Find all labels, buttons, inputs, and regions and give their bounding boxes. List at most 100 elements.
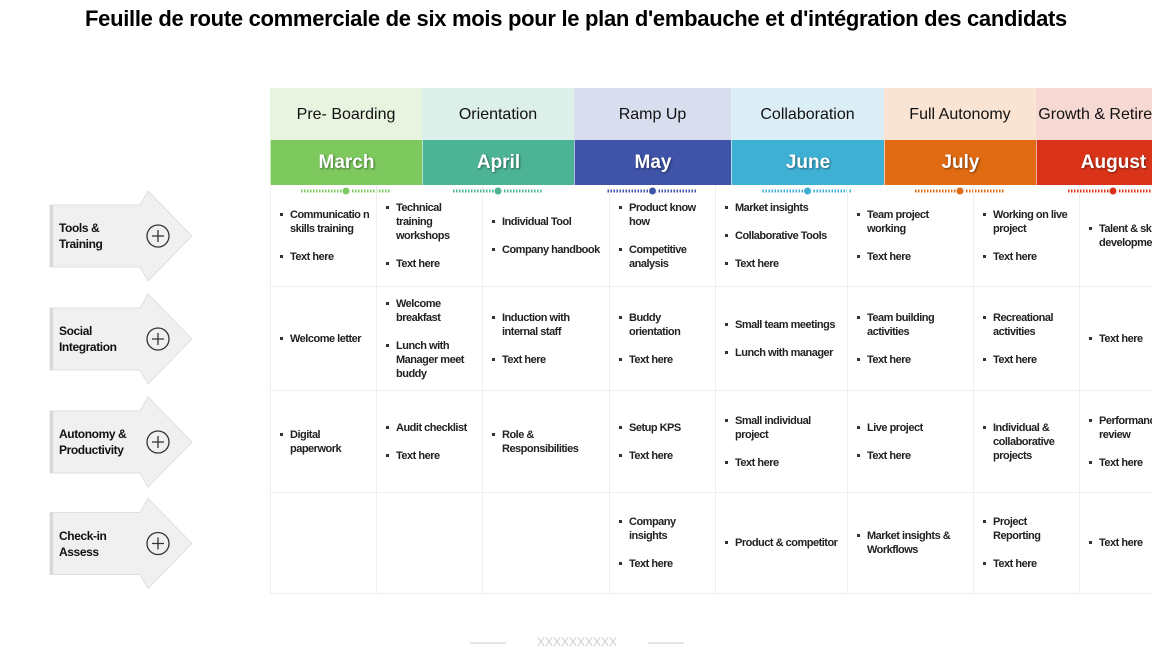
bullet-item: Project Reporting xyxy=(982,515,1073,543)
table-cell: Technical training workshops Text here xyxy=(377,185,483,287)
table-cell: Welcome breakfast Lunch with Manager meet… xyxy=(377,287,483,391)
table-cell: Buddy orientation Text here xyxy=(610,287,716,391)
bullet-item: Individual & collaborative projects xyxy=(982,421,1073,463)
bullet-item: Text here xyxy=(724,456,841,470)
table-cell: Setup KPS Text here xyxy=(610,391,716,493)
bullet-item: Team project working xyxy=(856,208,967,236)
icon xyxy=(146,327,170,351)
table-cell: Role & Responsibilities xyxy=(483,391,610,493)
bullet-item: Text here xyxy=(618,449,709,463)
title: Feuille de route commerciale de six mois… xyxy=(85,6,1067,31)
phase-name: Growth & Retirement xyxy=(1036,88,1152,140)
table-cell: Text here xyxy=(1080,493,1152,594)
table-cell xyxy=(377,493,483,594)
icon xyxy=(152,230,164,242)
phase-name: Orientation xyxy=(422,88,574,140)
table-cell: Market insights Collaborative Tools Text h… xyxy=(716,185,848,287)
bullet-item: Digital paperwork xyxy=(279,428,370,456)
bullet-item: Audit checklist xyxy=(385,421,476,435)
bullet-item: Lunch with manager xyxy=(724,346,841,360)
bullet-item: Collaborative Tools xyxy=(724,229,841,243)
bullet-item: Individual Tool xyxy=(491,215,603,229)
bullet-item: Talent & skill development xyxy=(1088,222,1152,250)
phase-month: August xyxy=(1036,140,1152,185)
row-arrow xyxy=(49,497,193,590)
bullet-item: Text here xyxy=(982,557,1073,571)
timeline-dot xyxy=(493,186,503,196)
table-cell: Market insights & Workflows xyxy=(848,493,974,594)
icon xyxy=(146,531,170,556)
bullet-item: Welcome letter xyxy=(279,332,370,346)
bullet-item: Small team meetings xyxy=(724,318,841,332)
bullet-item: Lunch with Manager meet buddy xyxy=(385,339,476,381)
timeline-dot xyxy=(341,186,351,196)
icon xyxy=(152,333,164,345)
table-cell: Team project working Text here xyxy=(848,185,974,287)
bullet-item: Small individual project xyxy=(724,414,841,442)
phase-month: July xyxy=(884,140,1036,185)
table-cell: Text here xyxy=(1080,287,1152,391)
bullet-item: Market insights xyxy=(724,201,841,215)
table-cell: Induction with internal staff Text here xyxy=(483,287,610,391)
table-cell: Small individual project Text here xyxy=(716,391,848,493)
bullet-item: Text here xyxy=(1088,456,1152,470)
bullet-item: Product know how xyxy=(618,201,709,229)
bullet-item: Live project xyxy=(856,421,967,435)
row-arrow xyxy=(49,396,193,488)
icon xyxy=(152,436,164,448)
bullet-item: Working on live project xyxy=(982,208,1073,236)
footer: XXXXXXXXXX xyxy=(536,635,618,648)
bullet-item: Communicatio n skills training xyxy=(279,208,370,236)
bullet-item: Text here xyxy=(618,353,709,367)
bullet-item: Market insights & Workflows xyxy=(856,529,967,557)
bullet-item: Text here xyxy=(724,257,841,271)
bullet-item: Text here xyxy=(1088,536,1152,550)
bullet-item: Text here xyxy=(982,250,1073,264)
table-cell: Communicatio n skills training Text here xyxy=(270,185,377,287)
icon xyxy=(152,537,164,550)
row-label: Autonomy & Productivity xyxy=(59,427,127,457)
bullet-item: Technical training workshops xyxy=(385,201,476,243)
bullet-item: Company handbook xyxy=(491,243,603,257)
bullet-item: Text here xyxy=(385,449,476,463)
phase-month: April xyxy=(422,140,574,185)
phase-name: Pre- Boarding xyxy=(270,88,422,140)
bullet-item: Team building activities xyxy=(856,311,967,339)
table-cell: Company insights Text here xyxy=(610,493,716,594)
row-label: Tools & Training xyxy=(59,221,103,251)
bullet-item: Performance review xyxy=(1088,414,1152,442)
table-cell: Project Reporting Text here xyxy=(974,493,1080,594)
bullet-item: Text here xyxy=(856,353,967,367)
bullet-item: Induction with internal staff xyxy=(491,311,603,339)
table-cell xyxy=(270,493,377,594)
table-cell: Small team meetings Lunch with manager xyxy=(716,287,848,391)
bullet-item: Buddy orientation xyxy=(618,311,709,339)
bullet-item: Text here xyxy=(1088,332,1152,346)
bullet-item: Product & competitor xyxy=(724,536,841,550)
table-cell: Audit checklist Text here xyxy=(377,391,483,493)
bullet-item: Welcome breakfast xyxy=(385,297,476,325)
table-cell: Working on live project Text here xyxy=(974,185,1080,287)
table-cell: Talent & skill development xyxy=(1080,185,1152,287)
arrow-edge xyxy=(50,205,53,267)
table-cell: Live project Text here xyxy=(848,391,974,493)
arrow-edge xyxy=(50,411,53,473)
row-arrow xyxy=(49,293,193,385)
bullet-item: Text here xyxy=(491,353,603,367)
row-label: Check-in Assess xyxy=(59,528,107,559)
table-cell: Recreational activities Text here xyxy=(974,287,1080,391)
table-cell xyxy=(483,493,610,594)
row-arrow xyxy=(49,190,193,282)
phase-name: Collaboration xyxy=(731,88,884,140)
bullet-item: Text here xyxy=(385,257,476,271)
table-cell: Performance review Text here xyxy=(1080,391,1152,493)
row-label: Social Integration xyxy=(59,324,117,354)
bullet-item: Text here xyxy=(279,250,370,264)
table-cell: Digital paperwork xyxy=(270,391,377,493)
timeline-dot xyxy=(1108,186,1118,196)
arrow-edge xyxy=(50,308,53,370)
table-cell: Team building activities Text here xyxy=(848,287,974,391)
table-cell: Product & competitor xyxy=(716,493,848,594)
arrow-edge xyxy=(50,512,53,575)
